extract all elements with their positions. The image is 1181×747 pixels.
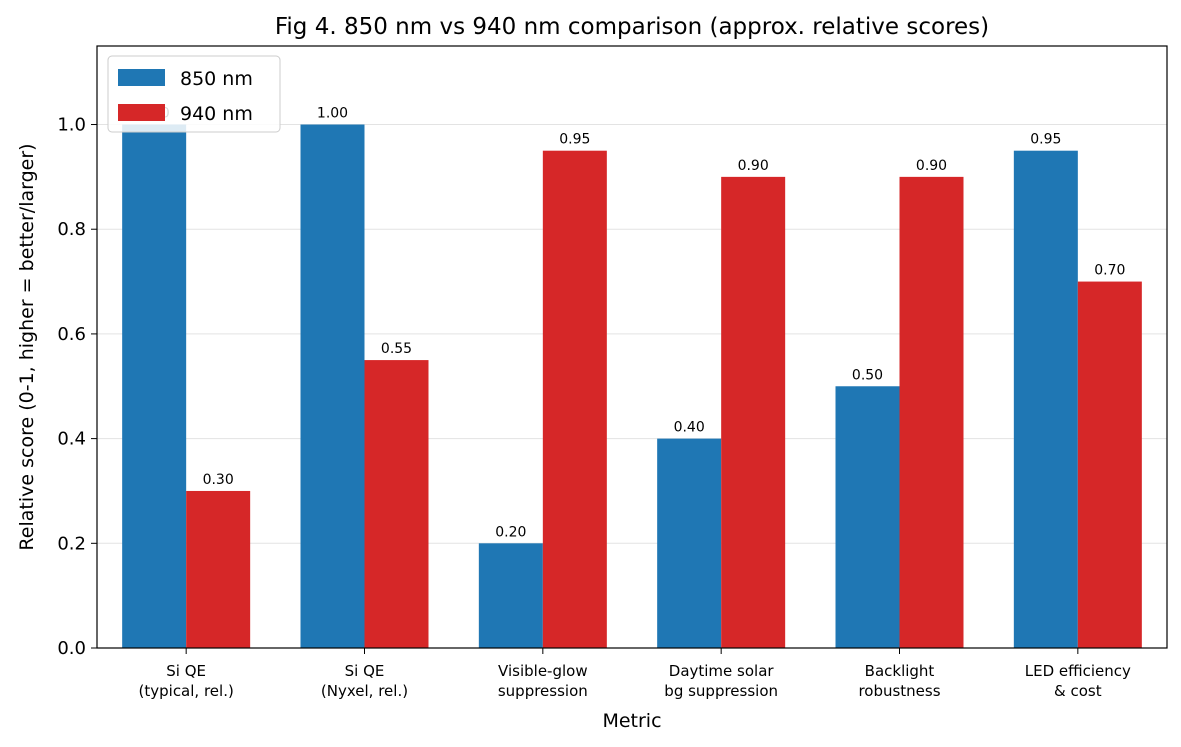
bar-940nm xyxy=(899,176,964,648)
x-tick-label: (Nyxel, rel.) xyxy=(321,682,408,700)
legend-swatch xyxy=(118,69,165,86)
bar-850nm xyxy=(122,124,187,649)
x-tick-label: suppression xyxy=(498,682,588,700)
data-label: 0.50 xyxy=(852,367,883,383)
y-tick-label: 1.0 xyxy=(57,115,86,136)
data-label: 0.70 xyxy=(1094,263,1125,279)
plot-frame xyxy=(96,45,1168,649)
data-label: 1.00 xyxy=(317,106,348,122)
x-tick-label: Backlight xyxy=(865,662,935,680)
y-axis: 0.0 0.2 0.4 0.6 0.8 1.0 xyxy=(57,115,97,659)
y-tick-label: 0.8 xyxy=(57,219,86,240)
data-label: 0.40 xyxy=(674,420,705,436)
data-label: 0.30 xyxy=(203,472,234,488)
bar-940nm xyxy=(542,150,607,648)
data-label: 0.90 xyxy=(738,158,769,174)
y-tick-label: 0.6 xyxy=(57,324,86,345)
x-tick-label: robustness xyxy=(858,682,940,700)
x-tick-label: Si QE xyxy=(166,662,206,680)
data-label: 0.95 xyxy=(1030,132,1061,148)
bar-940nm xyxy=(186,490,251,648)
x-tick-label: Daytime solar xyxy=(669,662,775,680)
bar-940nm xyxy=(1077,281,1142,648)
gridlines xyxy=(97,124,1167,649)
bar-850nm xyxy=(478,543,543,648)
legend-swatch xyxy=(118,104,165,121)
x-tick-label: (typical, rel.) xyxy=(139,682,234,700)
bar-850nm xyxy=(657,438,722,648)
chart-title: Fig 4. 850 nm vs 940 nm comparison (appr… xyxy=(275,14,989,40)
bar-850nm xyxy=(835,386,900,648)
x-tick-label: & cost xyxy=(1054,682,1102,700)
y-tick-label: 0.0 xyxy=(57,638,86,659)
data-labels: 1.000.301.000.550.200.950.400.900.500.90… xyxy=(139,106,1126,541)
x-tick-label: Visible-glow xyxy=(498,662,588,680)
data-label: 0.20 xyxy=(495,524,526,540)
x-tick-label: LED efficiency xyxy=(1025,662,1131,680)
y-tick-label: 0.4 xyxy=(57,429,86,450)
y-tick-label: 0.2 xyxy=(57,533,86,554)
legend: 850 nm 940 nm xyxy=(107,55,281,133)
data-label: 0.90 xyxy=(916,158,947,174)
legend-label: 850 nm xyxy=(180,68,253,90)
legend-label: 940 nm xyxy=(180,103,253,125)
data-label: 0.95 xyxy=(559,132,590,148)
bars xyxy=(122,124,1142,649)
x-axis-label: Metric xyxy=(602,710,661,732)
bar-940nm xyxy=(364,360,429,648)
bar-940nm xyxy=(721,176,786,648)
bar-850nm xyxy=(1013,150,1078,648)
y-axis-label: Relative score (0-1, higher = better/lar… xyxy=(16,143,38,550)
data-label: 0.55 xyxy=(381,341,412,357)
x-tick-label: Si QE xyxy=(345,662,385,680)
bar-850nm xyxy=(300,124,365,649)
x-axis: Si QE (typical, rel.) Si QE (Nyxel, rel.) Vi… xyxy=(139,648,1131,700)
x-tick-label: bg suppression xyxy=(664,682,778,700)
